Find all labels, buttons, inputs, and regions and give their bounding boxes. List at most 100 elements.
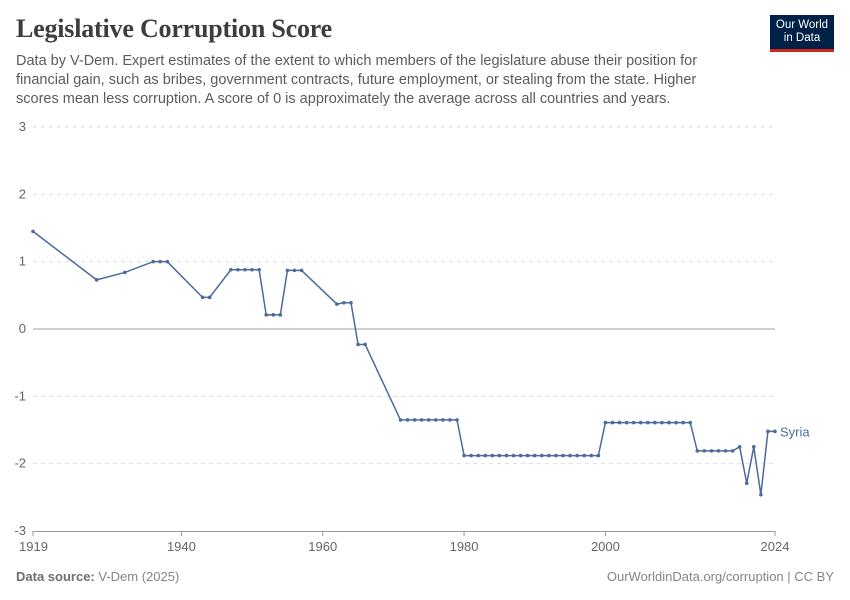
data-point bbox=[412, 418, 417, 422]
chart-title: Legislative Corruption Score bbox=[16, 14, 332, 43]
data-point bbox=[483, 453, 488, 458]
data-point bbox=[766, 429, 770, 434]
data-point bbox=[257, 267, 261, 272]
data-source: Data source: V-Dem (2025) bbox=[16, 569, 179, 584]
data-point bbox=[342, 300, 346, 305]
data-point bbox=[278, 313, 283, 317]
data-point bbox=[688, 420, 692, 425]
data-point bbox=[207, 295, 212, 300]
data-point bbox=[532, 453, 537, 458]
data-point bbox=[511, 453, 516, 458]
data-point bbox=[299, 268, 304, 273]
x-tick-label: 1919 bbox=[19, 539, 48, 554]
data-point bbox=[561, 453, 565, 458]
data-point bbox=[426, 418, 431, 422]
series-label: Syria bbox=[780, 424, 810, 439]
data-point bbox=[737, 445, 742, 449]
data-point bbox=[773, 429, 777, 434]
data-point bbox=[356, 342, 360, 347]
data-point bbox=[271, 313, 276, 317]
data-point bbox=[469, 453, 473, 458]
data-point bbox=[575, 453, 579, 458]
y-tick-label: 3 bbox=[19, 119, 26, 134]
data-point bbox=[419, 418, 424, 422]
data-point bbox=[229, 267, 233, 272]
data-point bbox=[455, 418, 459, 422]
data-point bbox=[617, 420, 622, 425]
logo-line-2: in Data bbox=[783, 32, 821, 44]
data-point bbox=[631, 420, 636, 425]
data-point bbox=[94, 278, 99, 282]
data-point bbox=[490, 453, 495, 458]
data-point bbox=[476, 453, 481, 458]
data-point bbox=[123, 270, 127, 275]
data-point bbox=[638, 420, 643, 425]
data-point bbox=[589, 453, 594, 458]
owid-logo[interactable]: Our World in Data bbox=[770, 15, 834, 52]
data-point bbox=[398, 418, 403, 422]
data-point bbox=[441, 418, 445, 422]
data-point bbox=[349, 300, 353, 305]
y-tick-label: 1 bbox=[19, 254, 26, 269]
data-point bbox=[702, 449, 707, 453]
grid-lines bbox=[33, 126, 775, 465]
data-source-label: Data source: bbox=[16, 569, 95, 584]
data-point bbox=[200, 295, 205, 300]
data-point bbox=[752, 445, 756, 449]
data-point bbox=[363, 342, 367, 347]
data-point bbox=[709, 449, 714, 453]
data-point bbox=[667, 420, 671, 425]
data-point bbox=[434, 418, 438, 422]
data-point bbox=[723, 449, 728, 453]
data-point bbox=[285, 268, 290, 273]
data-point bbox=[243, 267, 247, 272]
data-point bbox=[681, 420, 685, 425]
data-point bbox=[610, 420, 615, 425]
data-source-value[interactable]: V-Dem (2025) bbox=[98, 569, 180, 584]
series-layer: Syria bbox=[31, 229, 810, 497]
data-point bbox=[540, 453, 544, 458]
data-point bbox=[31, 229, 35, 234]
data-point bbox=[264, 313, 269, 317]
x-tick-label: 2024 bbox=[761, 539, 790, 554]
y-tick-label: -2 bbox=[14, 456, 26, 471]
data-point bbox=[462, 453, 466, 458]
credit-link[interactable]: OurWorldinData.org/corruption | CC BY bbox=[606, 569, 834, 584]
y-tick-label: 0 bbox=[19, 321, 26, 336]
data-point bbox=[504, 453, 509, 458]
data-point bbox=[744, 481, 749, 485]
y-tick-label: -1 bbox=[14, 388, 26, 403]
x-tick-label: 1980 bbox=[450, 539, 479, 554]
y-tick-label: -3 bbox=[14, 523, 26, 538]
data-point bbox=[292, 268, 297, 273]
data-point bbox=[624, 420, 629, 425]
data-point bbox=[158, 259, 162, 264]
data-point bbox=[250, 267, 254, 272]
data-point bbox=[497, 453, 502, 458]
data-point bbox=[653, 420, 657, 425]
x-tick-label: 2000 bbox=[591, 539, 620, 554]
data-point bbox=[165, 259, 170, 264]
data-point bbox=[151, 259, 155, 264]
data-point bbox=[716, 449, 721, 453]
data-point bbox=[646, 420, 650, 425]
x-tick-label: 1940 bbox=[167, 539, 196, 554]
y-tick-label: 2 bbox=[19, 186, 26, 201]
data-point bbox=[547, 453, 551, 458]
data-point bbox=[554, 453, 558, 458]
data-point bbox=[674, 420, 678, 425]
data-point bbox=[582, 453, 586, 458]
data-point bbox=[405, 418, 410, 422]
data-point bbox=[568, 453, 572, 458]
data-point bbox=[603, 420, 608, 425]
chart-subtitle: Data by V-Dem. Expert estimates of the e… bbox=[16, 53, 698, 107]
logo-line-1: Our World bbox=[775, 19, 829, 31]
data-point bbox=[525, 453, 530, 458]
data-point bbox=[335, 302, 339, 306]
data-point bbox=[448, 418, 452, 422]
data-point bbox=[518, 453, 523, 458]
data-point bbox=[660, 420, 664, 425]
data-point bbox=[730, 449, 735, 453]
